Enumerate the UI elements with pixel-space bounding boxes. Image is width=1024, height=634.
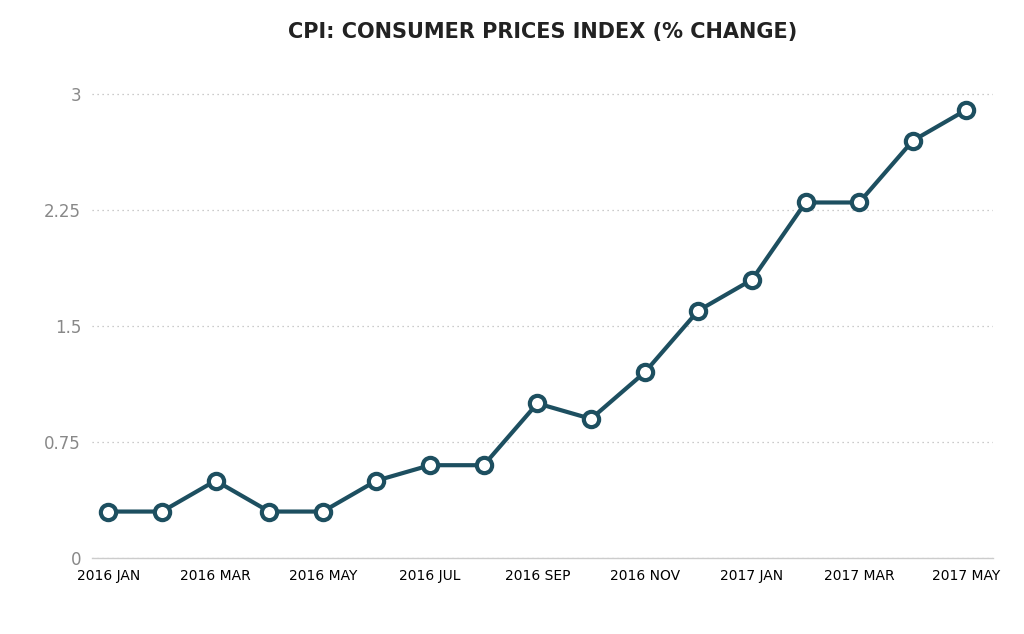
Title: CPI: CONSUMER PRICES INDEX (% CHANGE): CPI: CONSUMER PRICES INDEX (% CHANGE) (288, 22, 798, 42)
